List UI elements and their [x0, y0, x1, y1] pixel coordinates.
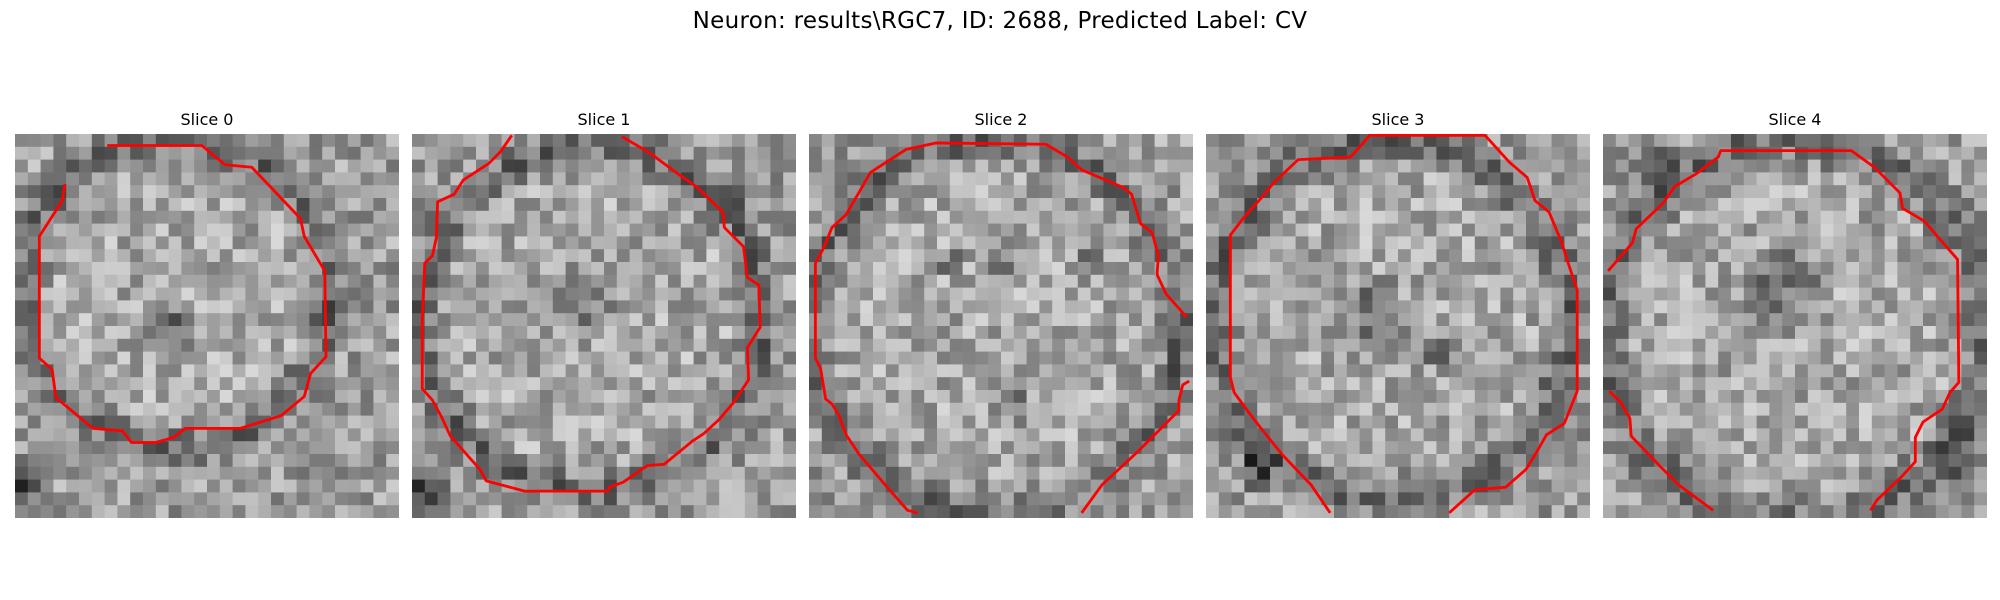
slice-image-0 [15, 134, 399, 518]
slice-title-3: Slice 3 [1371, 110, 1425, 129]
slice-title-0: Slice 0 [180, 110, 234, 129]
figure-title: Neuron: results\RGC7, ID: 2688, Predicte… [692, 8, 1308, 34]
slice-image-4 [1603, 134, 1987, 518]
contour-line [813, 141, 1188, 515]
contour-line [1080, 379, 1190, 514]
contour-line [1228, 134, 1579, 514]
contour-line [1607, 149, 1961, 512]
slice-image-3 [1206, 134, 1590, 518]
slice-title-1: Slice 1 [577, 110, 631, 129]
slice-image-1 [412, 134, 796, 518]
contour-line [1608, 390, 1714, 512]
slice-title-2: Slice 2 [974, 110, 1028, 129]
contour-line [37, 144, 328, 444]
slice-title-4: Slice 4 [1768, 110, 1822, 129]
contour-line [420, 134, 762, 493]
slice-image-2 [809, 134, 1193, 518]
